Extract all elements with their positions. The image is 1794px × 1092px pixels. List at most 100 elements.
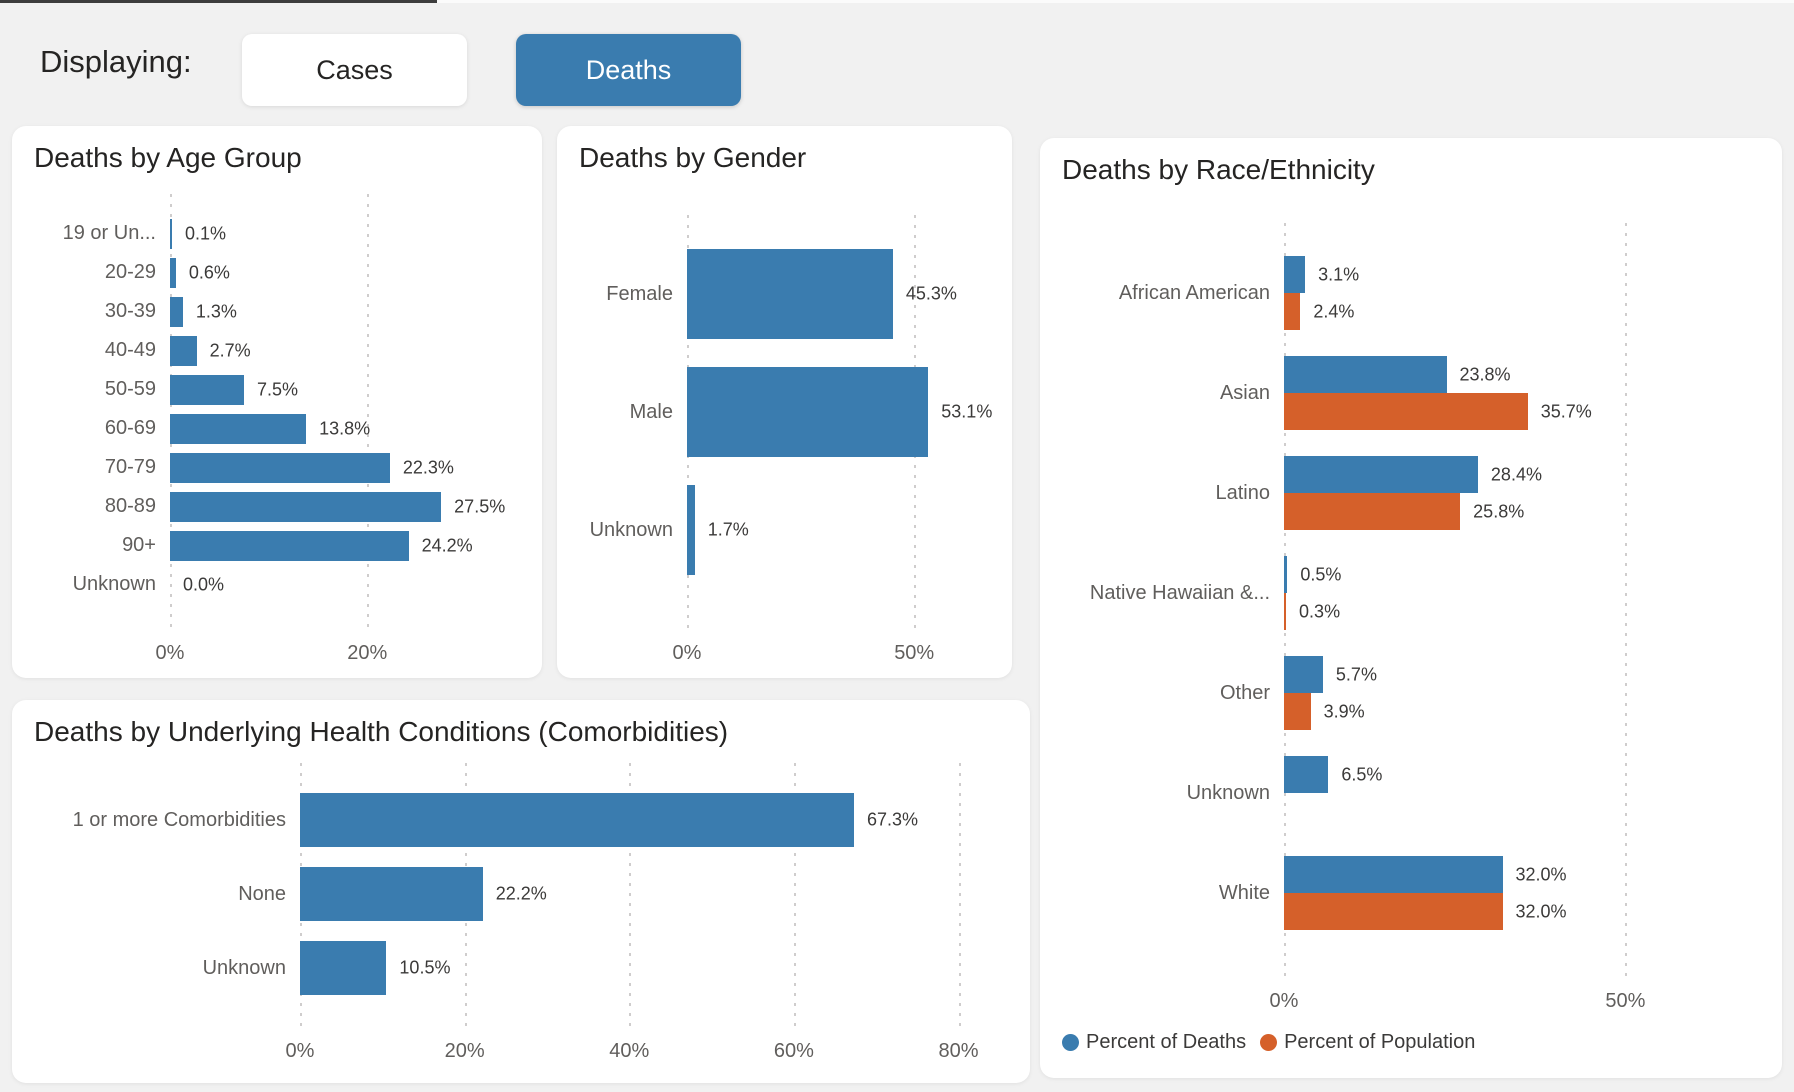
x-axis-tick-0: 0%	[672, 642, 702, 664]
value-label-native-hawaiian-percent-of-deaths: 0.5%	[1300, 564, 1342, 584]
bar-latino-percent-of-deaths[interactable]	[1284, 456, 1478, 493]
gridline-60	[793, 763, 796, 1028]
bar-60-69[interactable]	[170, 413, 307, 444]
chart-row-unknown: Unknown 6.5%	[1040, 743, 1782, 843]
gridline-80	[958, 763, 961, 1028]
category-label-40-49: 40-49	[104, 339, 156, 361]
value-label-90: 24.2%	[421, 535, 473, 555]
chart-row-other: Other 5.7% 3.9%	[1040, 643, 1782, 743]
row-plot-asian: 23.8% 35.7%	[1284, 343, 1782, 443]
gridline-50	[1625, 223, 1628, 978]
chart-title-race-ethnicity: Deaths by Race/Ethnicity	[1062, 154, 1375, 185]
row-plot-unknown: 6.5%	[1284, 743, 1782, 843]
value-label-20-29: 0.6%	[188, 262, 230, 282]
value-label-african-american-percent-of-population: 2.4%	[1313, 301, 1355, 321]
bar-asian-percent-of-deaths[interactable]	[1284, 356, 1447, 393]
card-deaths-by-age-group: Deaths by Age Group 19 or Un... 0.1% 20-29…	[12, 126, 542, 678]
row-plot-unknown: 10.5%	[300, 931, 1030, 1005]
gridline-0	[170, 194, 172, 630]
bar-white-percent-of-population[interactable]	[1284, 893, 1503, 930]
row-plot-other: 5.7% 3.9%	[1284, 643, 1782, 743]
bar-80-89[interactable]	[170, 491, 442, 522]
value-label-white-percent-of-deaths: 32.0%	[1515, 864, 1567, 884]
value-label-african-american-percent-of-deaths: 3.1%	[1318, 264, 1360, 284]
category-label-30-39: 30-39	[104, 300, 156, 322]
gender-bar-chart: Female 45.3% Male 53.1% Unknown 1.7% 0% 50%	[557, 215, 1012, 664]
bar-40-49[interactable]	[170, 335, 197, 366]
row-plot-60-69: 13.8%	[170, 409, 542, 448]
bar-70-79[interactable]	[170, 452, 390, 483]
value-label-latino-percent-of-population: 25.8%	[1473, 501, 1525, 521]
chart-row-unknown: Unknown 0.0%	[12, 565, 542, 604]
value-label-60-69: 13.8%	[319, 418, 371, 438]
chart-row-female: Female 45.3%	[557, 235, 1012, 353]
legend-item-percent-of-deaths[interactable]: Percent of Deaths	[1062, 1031, 1246, 1054]
chart-row-unknown: Unknown 10.5%	[12, 931, 1030, 1005]
row-plot-none: 22.2%	[300, 857, 1030, 931]
category-label-60-69: 60-69	[104, 417, 156, 439]
chart-row-50-59: 50-59 7.5%	[12, 370, 542, 409]
chart-row-80-89: 80-89 27.5%	[12, 487, 542, 526]
card-deaths-by-race-ethnicity: Deaths by Race/Ethnicity African America…	[1040, 138, 1782, 1078]
category-label-white: White	[1218, 881, 1270, 904]
bar-50-59[interactable]	[170, 374, 244, 405]
x-axis-tick-0: 0%	[285, 1040, 315, 1062]
window-top-edge-artifact	[0, 0, 437, 3]
bar-latino-percent-of-population[interactable]	[1284, 493, 1461, 530]
bar-native-hawaiian-percent-of-deaths[interactable]	[1284, 556, 1288, 593]
bar-90[interactable]	[170, 530, 409, 561]
bar-male[interactable]	[687, 367, 929, 457]
value-label-50-59: 7.5%	[256, 379, 298, 399]
bar-other-percent-of-deaths[interactable]	[1284, 656, 1323, 693]
bar-native-hawaiian-percent-of-population[interactable]	[1284, 593, 1287, 630]
comorbidities-bar-chart: 1 or more Comorbidities 67.3% None 22.2% Unk…	[12, 763, 1030, 1062]
row-plot-80-89: 27.5%	[170, 487, 542, 526]
bar-unknown[interactable]	[687, 485, 695, 575]
category-label-female: Female	[606, 282, 673, 305]
value-label-none: 22.2%	[495, 883, 547, 904]
bar-none[interactable]	[300, 867, 483, 921]
category-label-unknown: Unknown	[202, 956, 286, 979]
bar-unknown[interactable]	[300, 941, 387, 995]
x-axis-tick-0: 0%	[1269, 990, 1299, 1012]
value-label-latino-percent-of-deaths: 28.4%	[1490, 464, 1542, 484]
value-label-unknown-percent-of-deaths: 6.5%	[1341, 764, 1383, 784]
age-group-bar-chart: 19 or Un... 0.1% 20-29 0.6% 30-39 1.3% 40-49 2.…	[12, 194, 542, 664]
chart-row-70-79: 70-79 22.3%	[12, 448, 542, 487]
value-label-40-49: 2.7%	[209, 340, 251, 360]
category-label-other: Other	[1219, 681, 1270, 704]
bar-other-percent-of-population[interactable]	[1284, 693, 1311, 730]
category-label-asian: Asian	[1219, 381, 1270, 404]
x-axis-tick-0: 0%	[155, 642, 185, 664]
category-label-80-89: 80-89	[104, 495, 156, 517]
deaths-button[interactable]: Deaths	[516, 34, 741, 106]
bar-female[interactable]	[687, 249, 893, 339]
bar-1-or-more-comorbidities[interactable]	[300, 793, 854, 847]
value-label-70-79: 22.3%	[402, 457, 454, 477]
chart-row-white: White 32.0% 32.0%	[1040, 843, 1782, 943]
bar-unknown-percent-of-deaths[interactable]	[1284, 756, 1329, 793]
chart-row-male: Male 53.1%	[557, 353, 1012, 471]
legend-dot-population-icon	[1260, 1034, 1278, 1051]
row-plot-african-american: 3.1% 2.4%	[1284, 243, 1782, 343]
bar-african-american-percent-of-population[interactable]	[1284, 293, 1301, 330]
row-plot-white: 32.0% 32.0%	[1284, 843, 1782, 943]
bar-white-percent-of-deaths[interactable]	[1284, 856, 1503, 893]
chart-row-90: 90+ 24.2%	[12, 526, 542, 565]
bar-asian-percent-of-population[interactable]	[1284, 393, 1528, 430]
category-label-90: 90+	[122, 534, 156, 556]
value-label-unknown: 1.7%	[707, 519, 749, 540]
bar-african-american-percent-of-deaths[interactable]	[1284, 256, 1306, 293]
row-plot-90: 24.2%	[170, 526, 542, 565]
bar-30-39[interactable]	[170, 296, 183, 327]
chart-row-latino: Latino 28.4% 25.8%	[1040, 443, 1782, 543]
value-label-male: 53.1%	[941, 401, 993, 422]
cases-button[interactable]: Cases	[242, 34, 467, 106]
category-label-1-or-more-comorbidities: 1 or more Comorbidities	[72, 808, 286, 831]
legend-item-percent-of-population[interactable]: Percent of Population	[1260, 1031, 1475, 1054]
row-plot-19-or-un: 0.1%	[170, 214, 542, 253]
window-top-edge	[0, 0, 1794, 3]
bar-19-or-un[interactable]	[170, 218, 172, 249]
bar-20-29[interactable]	[170, 257, 176, 288]
gridline-20	[367, 194, 370, 630]
